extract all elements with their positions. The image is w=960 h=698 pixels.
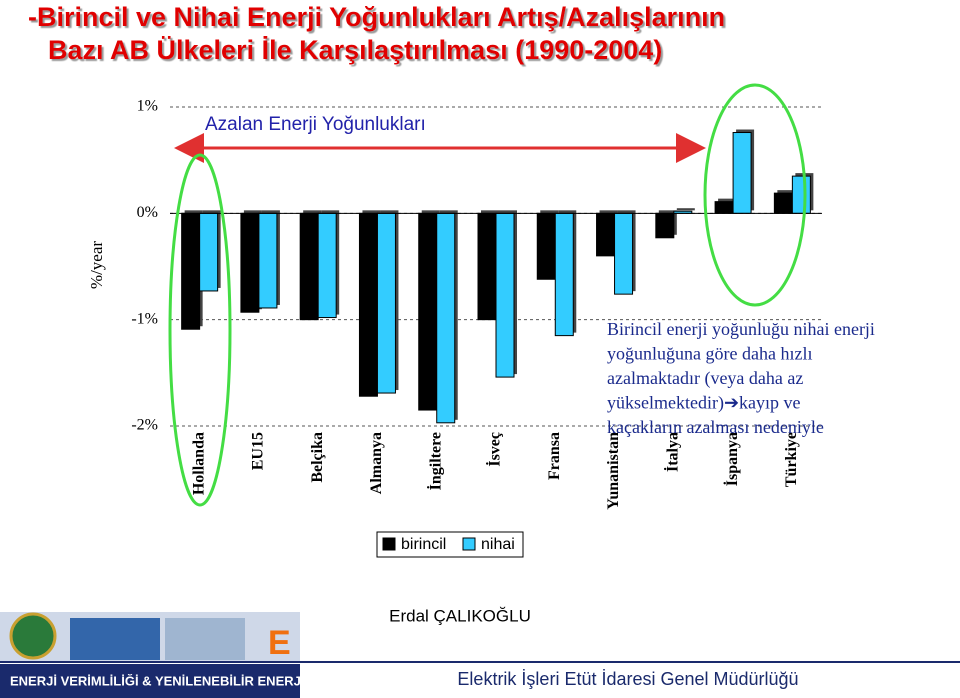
annotation-line: Birincil enerji yoğunluğu nihai enerji [607,319,875,339]
annotation-line: yoğunluğuna göre daha hızlı [607,344,812,364]
title-line: Bazı AB Ülkeleri İle Karşılaştırılması (… [48,35,662,65]
y-tick-label: 1% [137,98,158,115]
annotation-line: azalmaktadır (veya daha az [607,368,803,389]
solar-image [70,618,160,660]
legend-swatch [462,537,476,551]
bar [436,212,456,424]
bar [554,212,574,337]
bar [732,132,752,214]
bar [614,212,634,295]
x-tick-label: İtalya [662,432,681,472]
x-tick-label: İngiltere [425,432,444,490]
annotation: Birincil enerji yoğunluğu nihai enerji yo… [607,319,875,437]
bar [376,212,396,394]
bar [358,212,378,397]
header-note: Azalan Enerji Yoğunlukları [205,114,426,135]
footer-right: Elektrik İşleri Etüt İdaresi Genel Müdür… [457,669,798,689]
bar [240,212,260,313]
x-tick-label: İspanya [722,432,741,486]
bar [714,201,734,214]
legend-label: nihai [481,536,515,553]
annotation-line: yükselmektedir)➔kayıp ve [607,393,801,414]
x-tick-label: Belçika [309,432,326,483]
y-axis-label: %/year [87,241,106,289]
y-tick-label: -1% [131,310,158,327]
y-tick-label: -2% [131,417,158,434]
bar [655,212,675,239]
annotation-line: kaçakların azalması nedeniyle [607,417,824,437]
bar [181,212,201,330]
x-tick-label: İsveç [485,432,504,467]
plot: 1% 0% -1% -2% Hollanda EU15 Belçika Almanya İngi… [131,98,822,510]
footer-band [0,664,300,698]
bar [791,175,811,214]
x-tick-label: Hollanda [190,432,207,495]
bar [258,212,278,309]
bar [317,212,337,319]
bar [199,212,219,292]
x-tick-label: Türkiye [783,432,800,487]
logo-e: E [268,624,291,662]
x-tick-label: Almanya [368,432,385,494]
y-tick-label: 0% [137,204,158,221]
x-tick-label: EU15 [250,432,267,470]
highlight [168,153,232,507]
title-line: -Birincil ve Nihai Enerji Yoğunlukları A… [28,2,725,32]
x-tick-label: Fransa [546,432,563,480]
logo [9,612,57,660]
legend-items: birincil nihai [382,536,515,553]
wind-image [165,618,245,660]
legend-label: birincil [401,536,446,553]
highlight [703,83,807,307]
bar [418,212,438,411]
bar [299,212,319,321]
bar [596,212,616,257]
bar [773,192,793,214]
bar [536,212,556,280]
bar [477,212,497,321]
author: Erdal ÇALIKOĞLU [389,606,531,625]
x-tick-label: Yunanistan [605,432,622,510]
legend-swatch [382,537,396,551]
bar-depth [676,208,695,211]
footer-left: ENERJİ VERİMLİLİĞİ & YENİLENEBİLİR ENERJ… [10,673,304,688]
bar [495,212,515,378]
legend [376,531,524,558]
